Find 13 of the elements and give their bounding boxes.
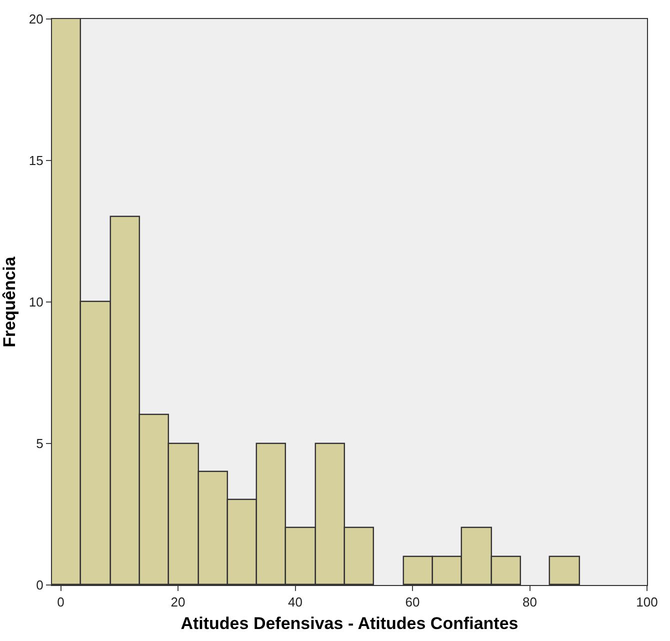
y-tick-label: 10	[28, 294, 44, 310]
x-tick-label: 60	[405, 594, 420, 610]
y-tick-label: 0	[36, 578, 44, 593]
x-tick-label: 20	[170, 594, 186, 610]
y-axis-title: Frequência	[0, 256, 19, 348]
x-axis-title: Atitudes Defensivas - Atitudes Confiantes	[180, 614, 518, 633]
y-tick-label: 15	[28, 153, 44, 168]
y-tick-label: 5	[36, 436, 44, 452]
x-tick-label: 0	[57, 594, 64, 610]
y-tick-label: 20	[28, 12, 44, 27]
x-tick-label: 40	[288, 594, 303, 610]
x-tick-label: 80	[522, 594, 537, 610]
x-tick-label: 100	[636, 594, 658, 610]
